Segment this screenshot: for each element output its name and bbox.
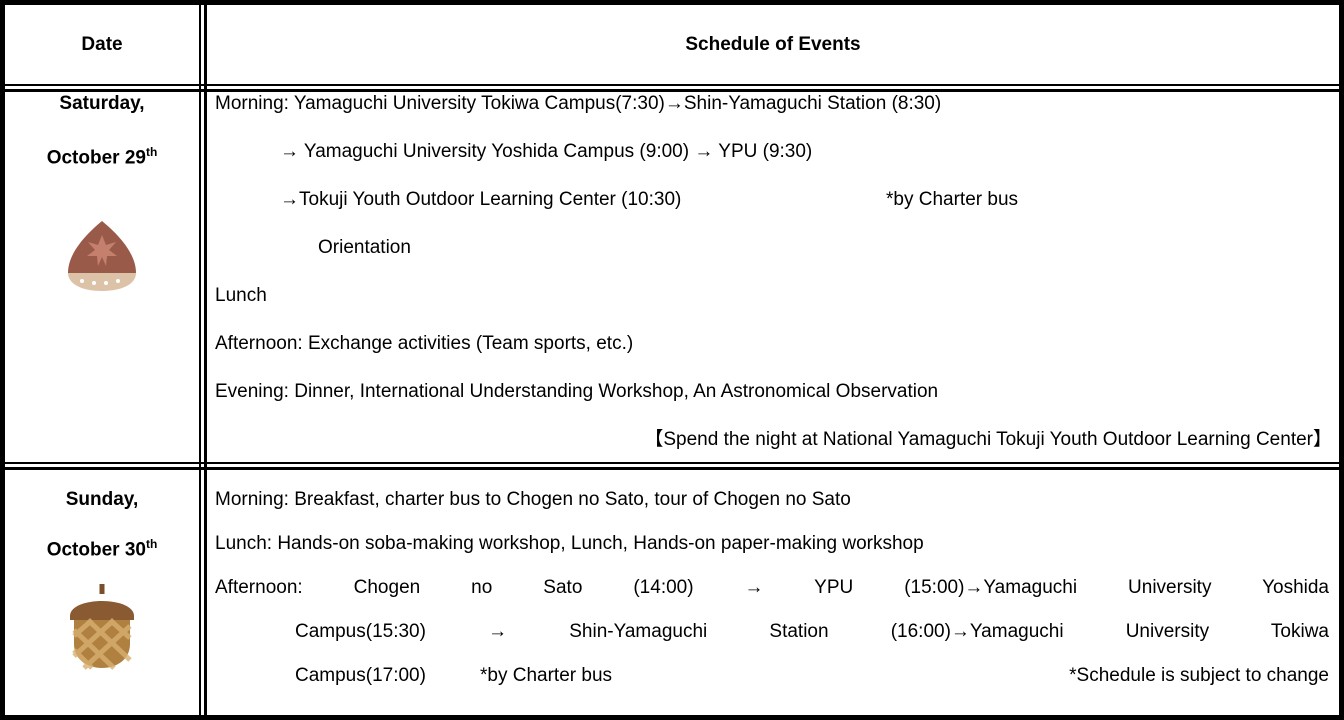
rule [0, 89, 1344, 92]
rule [0, 462, 1344, 464]
date: Saturday, [59, 93, 145, 114]
event-line: Lunch: Hands-on soba-making workshop, Lu… [215, 533, 924, 554]
event-line: Campus(15:30) → Shin-Yamaguchi Station (… [295, 621, 1329, 642]
event-line: Afternoon: Exchange activities (Team spo… [215, 333, 634, 354]
date: October 30 [46, 539, 146, 561]
event-line: Orientation [318, 237, 411, 258]
date: October 30th [5, 532, 199, 562]
chestnut-icon [68, 221, 136, 291]
date-suffix: th [145, 145, 158, 159]
event-line: → Yamaguchi University Yoshida Campus (9… [280, 141, 813, 162]
event-line: Morning: Breakfast, charter bus to Choge… [215, 489, 851, 510]
event-line: Evening: Dinner, International Understan… [215, 381, 939, 402]
event-line: Lunch [215, 285, 267, 306]
event-line: Morning: Yamaguchi University Tokiwa Cam… [215, 93, 942, 114]
event-line: →Tokuji Youth Outdoor Learning Center (1… [280, 189, 682, 210]
event-note: *by Charter bus [480, 665, 613, 686]
date: October 29 [46, 147, 146, 169]
rule [0, 84, 1344, 86]
event-note: *by Charter bus [886, 189, 1019, 210]
rule [0, 467, 1344, 470]
header-date: Date [81, 34, 123, 55]
date-suffix: th [145, 537, 158, 551]
acorn-icon [70, 584, 134, 670]
rule [204, 0, 207, 720]
event-line: Campus(17:00) [295, 665, 426, 686]
event-line: 【Spend the night at National Yamaguchi T… [644, 429, 1332, 450]
date: October 29th [5, 140, 199, 170]
rule [199, 0, 201, 720]
event-note: *Schedule is subject to change [1069, 665, 1329, 686]
event-line: Afternoon: Chogen no Sato (14:00) → YPU … [215, 577, 1329, 598]
date: Sunday, [65, 489, 139, 510]
header-events: Schedule of Events [685, 34, 861, 55]
